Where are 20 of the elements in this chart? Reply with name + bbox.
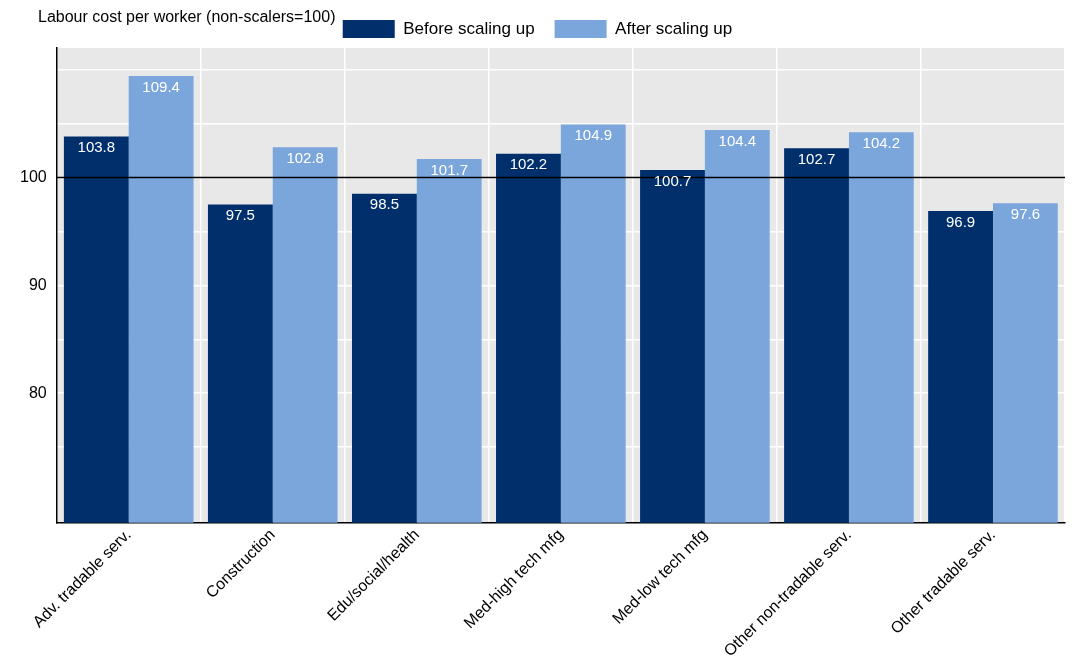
data-label: 97.5 [225, 206, 255, 224]
data-label: 104.2 [862, 133, 901, 151]
data-label: 100.7 [653, 171, 692, 189]
y-axis-title: Labour cost per worker (non-scalers=100) [38, 8, 336, 26]
data-label: 101.7 [430, 160, 468, 178]
legend-label: After scaling up [615, 18, 733, 38]
y-tick-label: 100 [19, 167, 47, 185]
data-label: 103.8 [77, 138, 116, 156]
data-label: 102.7 [797, 149, 836, 167]
data-label: 97.6 [1010, 204, 1040, 222]
data-label: 102.2 [509, 155, 548, 173]
data-label: 102.8 [286, 148, 324, 166]
data-label: 109.4 [142, 77, 180, 95]
y-tick-label: 90 [28, 275, 47, 293]
data-label: 96.9 [945, 212, 976, 230]
data-label: 98.5 [369, 195, 399, 213]
y-tick-label: 80 [28, 383, 47, 401]
data-label: 104.4 [718, 131, 757, 149]
legend-label: Before scaling up [403, 18, 535, 38]
data-label: 104.9 [574, 126, 613, 144]
